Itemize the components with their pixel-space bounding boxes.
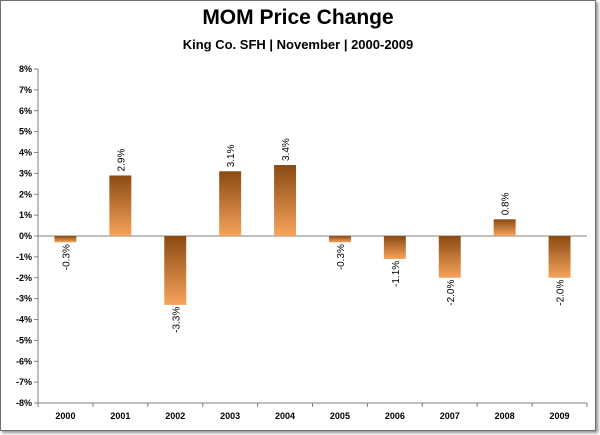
y-tick-label: -5% [16,335,32,345]
data-label-2009: -2.0% [556,280,567,306]
y-tick-label: 7% [19,85,32,95]
y-tick-label: 5% [19,127,32,137]
y-tick-label: 2% [19,189,32,199]
bar-2001 [109,175,132,236]
data-label-2004: 3.4% [281,138,292,161]
bar-2006 [383,236,406,259]
bar-2008 [493,219,516,236]
data-label-2003: 3.1% [226,144,237,167]
y-tick-label: -1% [16,252,32,262]
y-tick-label: -7% [16,377,32,387]
bar-2004 [274,165,297,236]
y-tick-label: 8% [19,64,32,74]
bar-chart: 8% 7% 6% 5% 4% 3% 2% 1% 0% -1% -2% -3% -4% -5% -6% -7% -… [16,64,588,421]
x-tick-label: 2005 [330,411,350,421]
x-tick-label: 2003 [220,411,240,421]
x-tick-label: 2000 [55,411,75,421]
x-tick-label: 2006 [385,411,405,421]
y-tick-label: -6% [16,356,32,366]
bar-2005 [328,236,351,243]
data-label-2007: -2.0% [446,280,457,306]
bar-2009 [548,236,571,278]
x-tick-label: 2001 [110,411,130,421]
y-tick-label: 6% [19,106,32,116]
data-label-2000: -0.3% [61,244,72,270]
y-tick-label: 1% [19,210,32,220]
x-tick-label: 2002 [165,411,185,421]
bar-2000 [54,236,77,243]
x-tick-label: 2009 [550,411,570,421]
data-label-2002: -3.3% [171,307,182,333]
bar-2002 [164,236,187,305]
x-tick-label: 2004 [275,411,295,421]
data-label-2001: 2.9% [116,149,127,172]
chart-title: MOM Price Change [202,6,394,29]
bar-2007 [438,236,461,278]
y-tick-label: -3% [16,294,32,304]
bar-2003 [219,171,242,236]
x-tick-label: 2007 [440,411,460,421]
data-label-2005: -0.3% [336,244,347,270]
y-tick-label: -4% [16,315,32,325]
x-tick-label: 2008 [495,411,515,421]
data-label-2006: -1.1% [391,261,402,287]
y-tick-label: -2% [16,273,32,283]
chart-subtitle: King Co. SFH | November | 2000-2009 [182,37,414,52]
y-tick-label: 0% [19,231,32,241]
y-tick-label: 3% [19,168,32,178]
y-tick-label: 4% [19,148,32,158]
data-label-2008: 0.8% [501,192,512,215]
y-tick-label: -8% [16,398,32,408]
